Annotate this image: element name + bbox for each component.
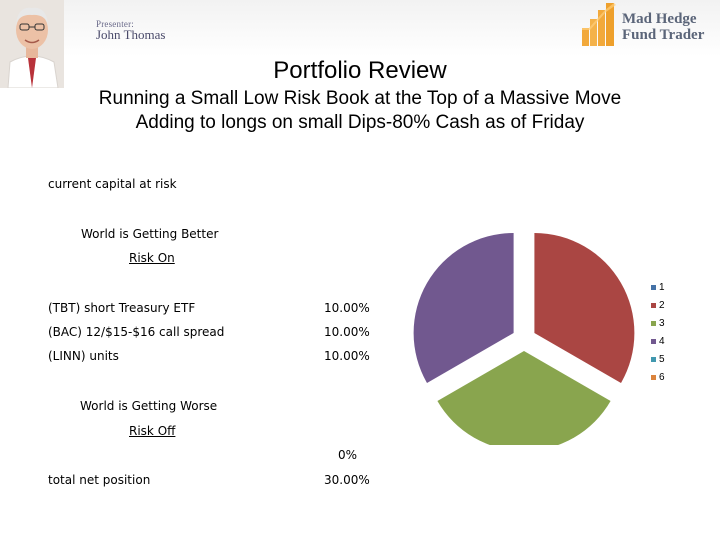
position-value: 10.00%: [324, 301, 370, 315]
total-net-label: total net position: [48, 473, 151, 487]
logo-line-2: Fund Trader: [622, 27, 705, 43]
world-worse-label: World is Getting Worse: [80, 399, 218, 413]
risk-on-label: Risk On: [129, 251, 175, 265]
total-net-value: 30.00%: [324, 473, 370, 487]
presenter-label: Presenter:: [96, 19, 134, 29]
legend-label: 3: [659, 318, 665, 329]
legend-label: 6: [659, 372, 665, 383]
page-title: Portfolio Review: [273, 57, 447, 84]
risk-off-label: Risk Off: [129, 424, 176, 438]
position-value: 10.00%: [324, 325, 370, 339]
legend-swatch: [651, 321, 656, 326]
subtitle-line-2: Adding to longs on small Dips-80% Cash a…: [135, 112, 585, 133]
logo-text: Mad Hedge Fund Trader: [622, 11, 712, 43]
legend-label: 5: [659, 354, 665, 365]
legend-swatch: [651, 375, 656, 380]
logo-bars-icon: [580, 2, 620, 48]
pie-chart: [413, 233, 635, 445]
subtitle-line-1: Running a Small Low Risk Book at the Top…: [98, 88, 622, 109]
legend-swatch: [651, 357, 656, 362]
logo-line-1: Mad Hedge: [622, 11, 697, 27]
pie-slice-3: [437, 351, 611, 445]
position-value: 10.00%: [324, 349, 370, 363]
position-name: (BAC) 12/$15-$16 call spread: [48, 325, 225, 339]
position-name: (LINN) units: [48, 349, 119, 363]
legend-swatch: [651, 339, 656, 344]
risk-off-value: 0%: [338, 448, 358, 462]
pie-slice-4: [413, 233, 514, 383]
presenter-photo: [0, 0, 64, 88]
legend-label: 4: [659, 336, 665, 347]
current-capital-label: current capital at risk: [48, 177, 177, 191]
pie-slice-2: [534, 233, 635, 383]
legend-label: 2: [659, 300, 665, 311]
legend-swatch: [651, 285, 656, 290]
world-better-label: World is Getting Better: [81, 227, 219, 241]
legend-swatch: [651, 303, 656, 308]
position-name: (TBT) short Treasury ETF: [48, 301, 196, 315]
presenter-name: John Thomas: [96, 27, 166, 42]
legend-label: 1: [659, 282, 665, 293]
